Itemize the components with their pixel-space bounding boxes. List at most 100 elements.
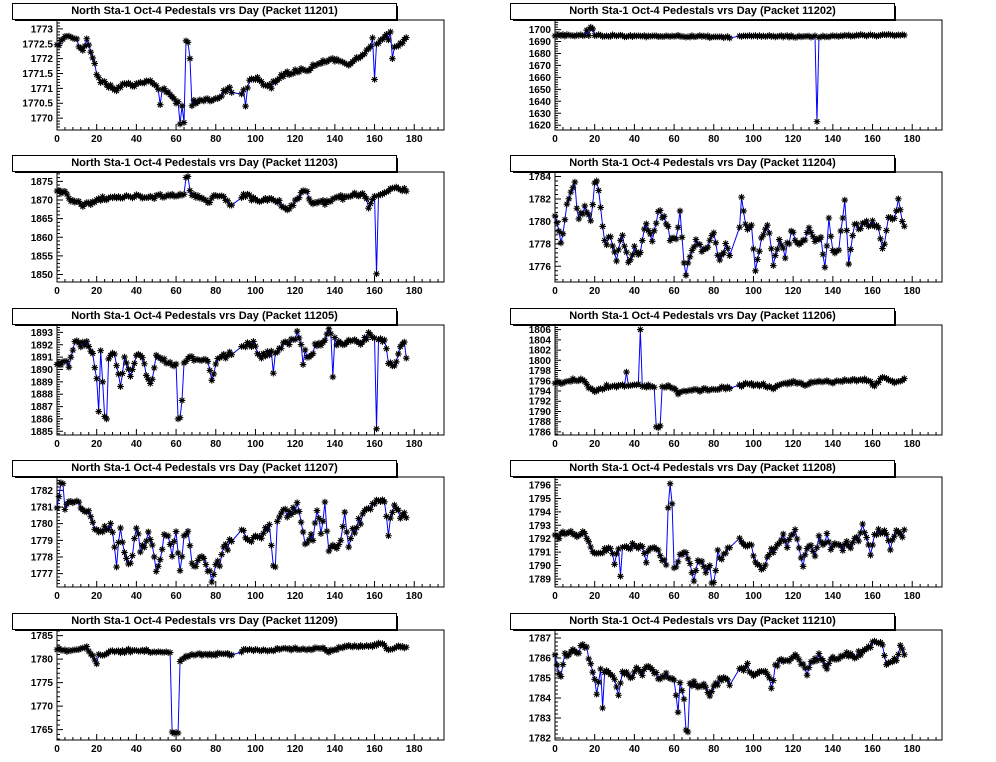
svg-text:160: 160 bbox=[864, 591, 881, 602]
tick-labels: 0 20 40 60 80 100 120 140 160 180 1765 1770 1775 1780… bbox=[31, 631, 423, 755]
series-markers bbox=[551, 637, 908, 735]
svg-text:140: 140 bbox=[825, 591, 842, 602]
svg-text:140: 140 bbox=[327, 591, 344, 602]
svg-text:100: 100 bbox=[745, 591, 762, 602]
series-line bbox=[554, 483, 905, 584]
plot-pad-11208: 0 20 40 60 80 100 120 140 160 180 1789 1790 1791 1792… bbox=[498, 457, 996, 609]
svg-text:180: 180 bbox=[904, 591, 921, 602]
svg-text:1804: 1804 bbox=[529, 335, 552, 346]
svg-text:40: 40 bbox=[131, 744, 143, 755]
svg-text:60: 60 bbox=[669, 744, 681, 755]
svg-text:1855: 1855 bbox=[31, 252, 54, 263]
plot-pad-11204: 0 20 40 60 80 100 120 140 160 180 1776 1778 1780 1782… bbox=[498, 152, 996, 304]
svg-text:1792: 1792 bbox=[529, 397, 552, 408]
svg-text:180: 180 bbox=[904, 134, 921, 145]
svg-text:40: 40 bbox=[131, 439, 143, 450]
svg-text:1891: 1891 bbox=[31, 352, 54, 363]
plot-svg-0: 0 20 40 60 80 100 120 140 160 180 1770 1770.5 1771 17… bbox=[22, 19, 445, 145]
svg-text:0: 0 bbox=[552, 134, 558, 145]
svg-text:100: 100 bbox=[745, 134, 762, 145]
svg-text:1788: 1788 bbox=[529, 417, 552, 428]
svg-text:140: 140 bbox=[327, 744, 344, 755]
svg-text:1784: 1784 bbox=[529, 693, 552, 704]
svg-text:1772: 1772 bbox=[31, 54, 54, 65]
svg-text:180: 180 bbox=[406, 591, 423, 602]
svg-text:1860: 1860 bbox=[31, 233, 54, 244]
svg-text:60: 60 bbox=[669, 439, 681, 450]
svg-text:0: 0 bbox=[54, 439, 60, 450]
svg-text:1790: 1790 bbox=[529, 407, 552, 418]
svg-text:180: 180 bbox=[406, 744, 423, 755]
svg-text:1785: 1785 bbox=[31, 631, 54, 642]
plot-title-11205: North Sta-1 Oct-4 Pedestals vrs Day (Pac… bbox=[12, 307, 397, 325]
svg-text:120: 120 bbox=[287, 744, 304, 755]
svg-text:1770: 1770 bbox=[31, 701, 54, 712]
tick-labels: 0 20 40 60 80 100 120 140 160 180 1776 1778 1780 1782… bbox=[529, 172, 921, 297]
svg-text:120: 120 bbox=[785, 439, 802, 450]
svg-text:40: 40 bbox=[131, 591, 143, 602]
series-markers bbox=[551, 23, 908, 125]
svg-text:160: 160 bbox=[864, 439, 881, 450]
plot-title-11201: North Sta-1 Oct-4 Pedestals vrs Day (Pac… bbox=[12, 3, 397, 20]
svg-text:100: 100 bbox=[247, 286, 264, 297]
svg-text:1784: 1784 bbox=[529, 172, 552, 183]
svg-text:180: 180 bbox=[904, 744, 921, 755]
plot-pad-11210: 0 20 40 60 80 100 120 140 160 180 1782 1783 1784 1785… bbox=[498, 610, 996, 762]
plot-title-11202: North Sta-1 Oct-4 Pedestals vrs Day (Pac… bbox=[510, 3, 895, 20]
svg-text:0: 0 bbox=[54, 744, 60, 755]
svg-text:1870: 1870 bbox=[31, 196, 54, 207]
svg-text:100: 100 bbox=[247, 591, 264, 602]
svg-text:140: 140 bbox=[825, 744, 842, 755]
svg-text:100: 100 bbox=[247, 744, 264, 755]
svg-text:1630: 1630 bbox=[529, 109, 552, 120]
svg-text:1806: 1806 bbox=[529, 325, 552, 336]
svg-text:0: 0 bbox=[54, 286, 60, 297]
svg-text:120: 120 bbox=[785, 744, 802, 755]
svg-text:40: 40 bbox=[131, 134, 143, 145]
tick-labels: 0 20 40 60 80 100 120 140 160 180 1770 1770.5 1771 17… bbox=[22, 24, 423, 145]
svg-text:120: 120 bbox=[287, 286, 304, 297]
svg-text:1789: 1789 bbox=[529, 575, 552, 586]
plot-pad-11201: 0 20 40 60 80 100 120 140 160 180 1770 1770.5 1771 17… bbox=[0, 0, 498, 152]
svg-text:1783: 1783 bbox=[529, 713, 552, 724]
svg-text:40: 40 bbox=[629, 286, 641, 297]
svg-text:1780: 1780 bbox=[31, 519, 54, 530]
svg-text:1778: 1778 bbox=[31, 553, 54, 564]
svg-text:20: 20 bbox=[91, 591, 103, 602]
axes bbox=[554, 171, 943, 283]
svg-text:1772.5: 1772.5 bbox=[22, 39, 53, 50]
svg-text:1892: 1892 bbox=[31, 340, 54, 351]
svg-text:1780: 1780 bbox=[529, 217, 552, 228]
svg-text:180: 180 bbox=[904, 286, 921, 297]
svg-text:120: 120 bbox=[287, 591, 304, 602]
svg-text:80: 80 bbox=[708, 134, 720, 145]
plot-svg-2: 0 20 40 60 80 100 120 140 160 180 1850 1855 1860 1865… bbox=[31, 171, 445, 297]
svg-text:1660: 1660 bbox=[529, 73, 552, 84]
series-markers bbox=[551, 178, 908, 279]
svg-text:1796: 1796 bbox=[529, 376, 552, 387]
svg-text:140: 140 bbox=[825, 286, 842, 297]
svg-text:1889: 1889 bbox=[31, 377, 54, 388]
plot-svg-3: 0 20 40 60 80 100 120 140 160 180 1776 1778 1780 1782… bbox=[529, 171, 943, 297]
svg-text:1790: 1790 bbox=[529, 561, 552, 572]
svg-text:0: 0 bbox=[54, 134, 60, 145]
svg-text:160: 160 bbox=[864, 286, 881, 297]
svg-text:180: 180 bbox=[904, 439, 921, 450]
plot-pad-11209: 0 20 40 60 80 100 120 140 160 180 1765 1770 1775 1780… bbox=[0, 610, 498, 762]
plot-title-11204: North Sta-1 Oct-4 Pedestals vrs Day (Pac… bbox=[510, 155, 895, 173]
svg-text:60: 60 bbox=[171, 134, 183, 145]
svg-text:80: 80 bbox=[210, 286, 222, 297]
svg-text:140: 140 bbox=[327, 134, 344, 145]
svg-text:60: 60 bbox=[669, 134, 681, 145]
svg-text:1893: 1893 bbox=[31, 328, 54, 339]
svg-text:180: 180 bbox=[406, 134, 423, 145]
plot-pad-11202: 0 20 40 60 80 100 120 140 160 180 1620 1630 1640 1650… bbox=[498, 0, 996, 152]
axes bbox=[56, 476, 445, 588]
tick-labels: 0 20 40 60 80 100 120 140 160 180 1782 1783 1784 1785… bbox=[529, 633, 921, 755]
svg-text:1792: 1792 bbox=[529, 534, 552, 545]
plot-svg-9: 0 20 40 60 80 100 120 140 160 180 1782 1783 1784 1785… bbox=[529, 629, 943, 755]
plot-pad-11203: 0 20 40 60 80 100 120 140 160 180 1850 1855 1860 1865… bbox=[0, 152, 498, 304]
svg-text:80: 80 bbox=[708, 744, 720, 755]
svg-text:40: 40 bbox=[629, 439, 641, 450]
